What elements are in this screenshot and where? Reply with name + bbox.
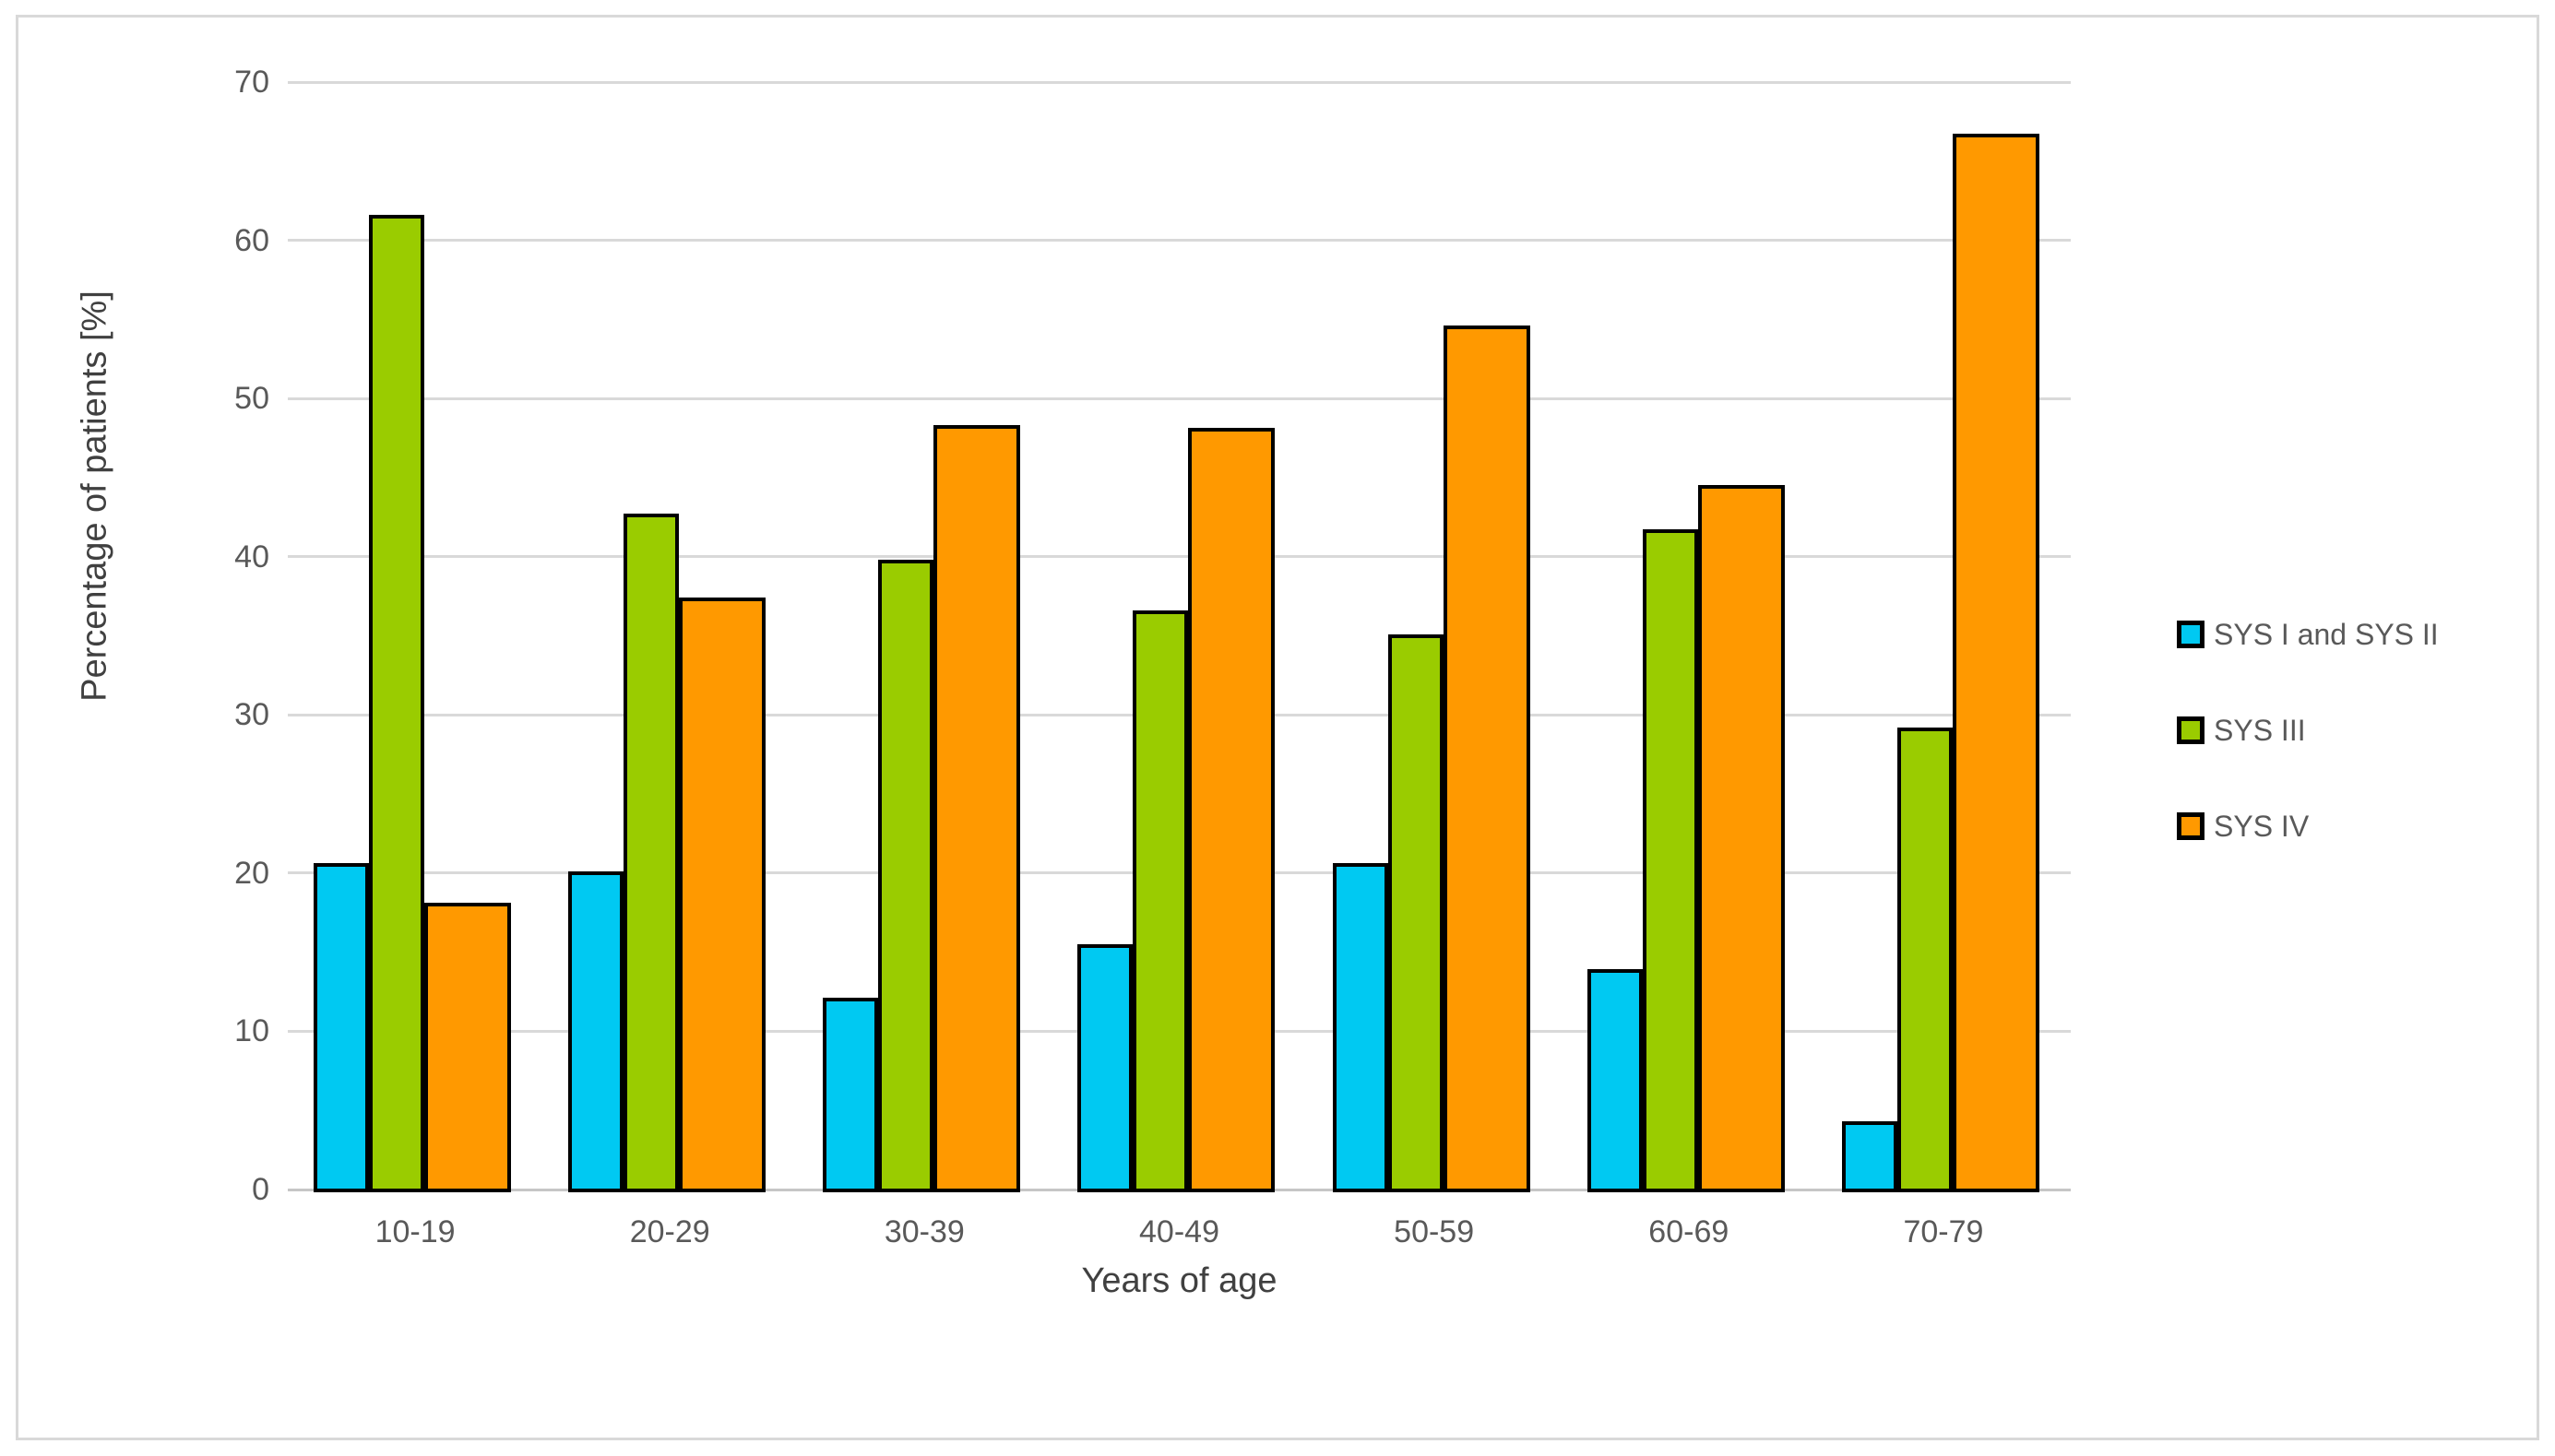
legend-item-sys-i-and-sys-ii: SYS I and SYS II [2177,613,2439,656]
x-tick-label-20-29: 20-29 [629,1214,710,1249]
x-tick-label-50-59: 50-59 [1394,1214,1475,1249]
x-tick-label-40-49: 40-49 [1139,1214,1219,1249]
bar-sys-i-and-sys-ii-10-19 [314,863,369,1192]
bar-sys-iii-60-69 [1642,529,1698,1192]
legend-swatch-sys-iv [2177,812,2204,840]
bar-sys-iii-70-79 [1896,727,1953,1192]
bar-sys-i-and-sys-ii-70-79 [1841,1120,1897,1192]
bar-sys-i-and-sys-ii-30-39 [823,998,879,1192]
y-tick-label-40: 40 [234,539,269,574]
bar-sys-iv-50-59 [1443,325,1530,1192]
y-axis-title: Percentage of patients [%] [75,290,114,702]
legend-label-sys-i-and-sys-ii: SYS I and SYS II [2214,618,2439,651]
x-tick-label-10-19: 10-19 [374,1214,456,1249]
bar-sys-iv-30-39 [933,425,1021,1192]
bar-sys-iii-20-29 [624,514,680,1192]
gridline-70 [288,80,2071,84]
x-axis-title: Years of age [1081,1261,1278,1300]
figure-frame [16,15,2539,1440]
bar-sys-i-and-sys-ii-50-59 [1332,863,1388,1192]
y-tick-label-60: 60 [234,222,269,258]
bar-sys-iii-50-59 [1387,633,1444,1192]
bar-sys-iii-30-39 [878,559,934,1192]
bar-sys-iv-10-19 [424,903,511,1192]
bar-sys-iv-60-69 [1697,485,1785,1192]
legend-label-sys-iv: SYS IV [2214,810,2310,843]
legend-swatch-sys-i-and-sys-ii [2177,621,2204,648]
legend-swatch-sys-iii [2177,716,2204,744]
bar-sys-i-and-sys-ii-40-49 [1077,943,1134,1192]
y-tick-label-30: 30 [234,697,269,733]
bar-sys-iii-40-49 [1133,610,1189,1192]
x-tick-label-60-69: 60-69 [1648,1214,1729,1249]
y-tick-label-0: 0 [252,1172,269,1207]
gridline-50 [288,397,2071,400]
bar-sys-iii-10-19 [369,214,424,1192]
y-tick-label-70: 70 [234,65,269,100]
y-tick-label-20: 20 [234,855,269,891]
bar-sys-iv-40-49 [1188,428,1276,1192]
x-tick-label-30-39: 30-39 [884,1214,965,1249]
legend: SYS I and SYS II SYS III SYS IV [2177,613,2439,901]
y-tick-label-50: 50 [234,381,269,417]
bar-sys-i-and-sys-ii-20-29 [568,870,624,1192]
gridline-40 [288,555,2071,559]
legend-item-sys-iii: SYS III [2177,709,2439,752]
legend-item-sys-iv: SYS IV [2177,805,2439,847]
bar-sys-iv-20-29 [679,598,766,1192]
y-tick-label-10: 10 [234,1013,269,1049]
legend-label-sys-iii: SYS III [2214,714,2306,747]
gridline-60 [288,239,2071,243]
bar-sys-iv-70-79 [1952,134,2039,1192]
x-tick-label-70-79: 70-79 [1903,1214,1984,1249]
bar-sys-i-and-sys-ii-60-69 [1586,969,1643,1192]
